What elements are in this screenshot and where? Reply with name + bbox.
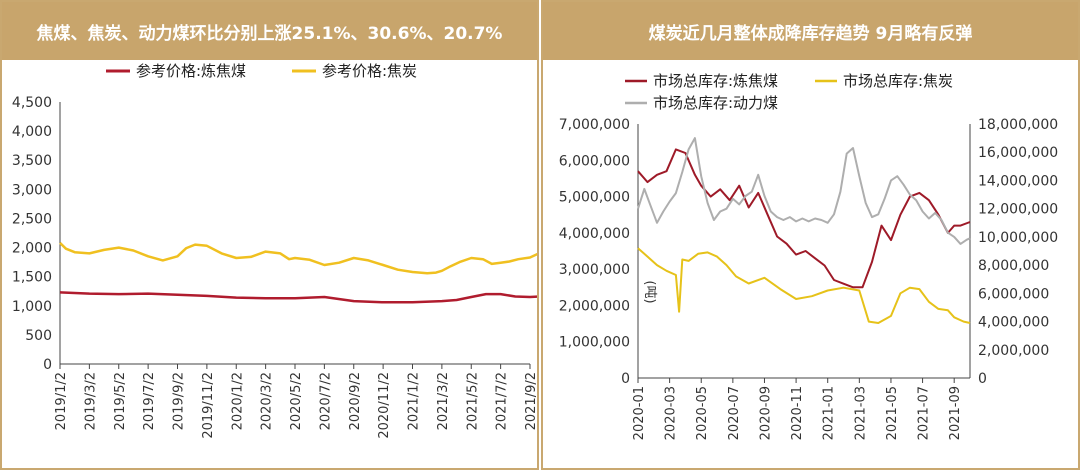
right-y-tick-label: 18,000,000 <box>978 117 1058 133</box>
x-tick-label: 2020-01 <box>632 386 647 440</box>
series-line-1 <box>637 148 971 289</box>
left-chart-panel: 焦煤、焦炭、动力煤环比分别上涨25.1%、30.6%、20.7% 4,500 4,… <box>0 0 539 470</box>
inventory-line-chart: 7,000,000 6,000,000 5,000,000 4,000,000 3,00… <box>559 72 1058 440</box>
right-chart-title: 煤炭近几月整体成降库存趋势 9月略有反弹 <box>543 2 1078 60</box>
x-tick-label: 2021/3/2 <box>436 372 451 430</box>
left-y-tick-label: 6,000,000 <box>559 153 630 169</box>
x-tick-label: 2021/5/2 <box>465 372 480 430</box>
legend-label: 参考价格:焦炭 <box>322 62 417 80</box>
right-y-tick-label: 2,000,000 <box>978 343 1049 359</box>
x-tick-label: 2019/3/2 <box>83 372 98 430</box>
y-tick-label: 3,000 <box>12 182 52 198</box>
x-tick-label: 2020-05 <box>695 386 710 440</box>
x-tick-label: 2021-03 <box>853 386 868 440</box>
x-tick-label: 2020-03 <box>664 386 679 440</box>
right-y-tick-label: 16,000,000 <box>978 145 1058 161</box>
right-y-tick-label: 10,000,000 <box>978 230 1058 246</box>
x-tick-label: 2019/11/2 <box>201 372 216 439</box>
left-y-tick-label: 7,000,000 <box>559 117 630 133</box>
x-tick-label: 2020/3/2 <box>260 372 275 430</box>
left-y-tick-label: 5,000,000 <box>559 190 630 206</box>
x-tick-label: 2020/11/2 <box>377 372 392 439</box>
x-tick-label: 2021/7/2 <box>495 372 510 430</box>
right-chart-panel: 煤炭近几月整体成降库存趋势 9月略有反弹 7,000,000 6,000,000 5… <box>541 0 1080 470</box>
right-y-tick-label: 12,000,000 <box>978 202 1058 218</box>
y-tick-label: 500 <box>25 328 52 344</box>
y-tick-label: 1,500 <box>12 270 52 286</box>
x-tick-label: 2020/1/2 <box>230 372 245 430</box>
x-tick-label: 2021-07 <box>917 386 932 440</box>
right-y-tick-label: 4,000,000 <box>978 315 1049 331</box>
y-tick-label: 4,000 <box>12 124 52 140</box>
series-line-2 <box>637 247 971 324</box>
series-line-1 <box>59 291 537 304</box>
x-tick-label: 2019/9/2 <box>172 372 187 430</box>
x-tick-label: 2021/1/2 <box>407 372 422 430</box>
legend-label: 参考价格:炼焦煤 <box>136 62 246 80</box>
price-line-chart: 4,500 4,000 3,500 3,000 2,500 2,000 1,500 1,000… <box>12 62 537 439</box>
legend-label: 市场总库存:炼焦煤 <box>653 72 778 90</box>
x-tick-label: 2020/5/2 <box>289 372 304 430</box>
legend-label: 市场总库存:动力煤 <box>653 94 778 112</box>
left-y-tick-label: 1,000,000 <box>559 335 630 351</box>
x-tick-label: 2021-09 <box>948 386 963 440</box>
right-y-tick-label: 0 <box>978 371 987 387</box>
y-tick-label: 4,500 <box>12 95 52 111</box>
left-y-tick-label: 0 <box>621 371 630 387</box>
x-tick-label: 2020-09 <box>758 386 773 440</box>
y-tick-label: 3,500 <box>12 153 52 169</box>
left-y-tick-label: 3,000,000 <box>559 262 630 278</box>
y-tick-label: 2,500 <box>12 211 52 227</box>
series-line-2 <box>59 242 537 275</box>
x-tick-label: 2021/9/2 <box>524 372 537 430</box>
right-y-tick-label: 6,000,000 <box>978 286 1049 302</box>
right-y-tick-label: 14,000,000 <box>978 173 1058 189</box>
x-tick-label: 2021-05 <box>885 386 900 440</box>
right-y-tick-label: 8,000,000 <box>978 258 1049 274</box>
x-tick-label: 2020-11 <box>790 386 805 440</box>
left-y-tick-label: 4,000,000 <box>559 226 630 242</box>
x-tick-label: 2020/9/2 <box>348 372 363 430</box>
legend-label: 市场总库存:焦炭 <box>843 72 953 90</box>
y-axis-unit-label: (吨) <box>642 280 657 303</box>
x-tick-label: 2020/7/2 <box>318 372 333 430</box>
left-chart-title: 焦煤、焦炭、动力煤环比分别上涨25.1%、30.6%、20.7% <box>2 2 537 60</box>
left-y-tick-label: 2,000,000 <box>559 298 630 314</box>
y-tick-label: 1,000 <box>12 299 52 315</box>
x-tick-label: 2019/1/2 <box>54 372 69 430</box>
y-tick-label: 2,000 <box>12 241 52 257</box>
x-tick-label: 2019/7/2 <box>142 372 157 430</box>
x-tick-label: 2019/5/2 <box>113 372 128 430</box>
x-tick-label: 2020-07 <box>727 386 742 440</box>
series-line-3 <box>637 137 971 245</box>
x-tick-label: 2021-01 <box>822 386 837 440</box>
y-tick-label: 0 <box>43 357 52 373</box>
